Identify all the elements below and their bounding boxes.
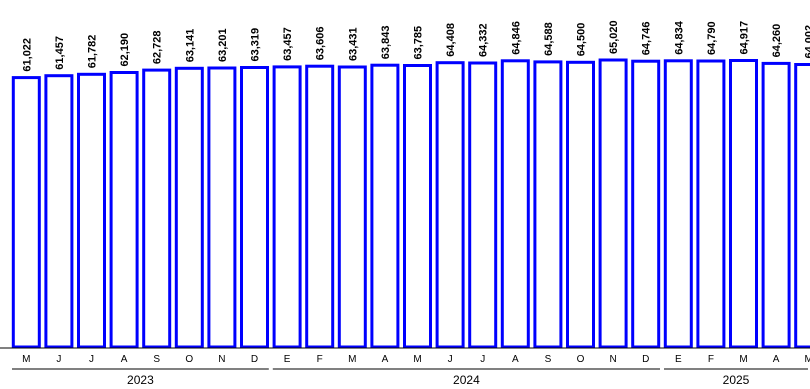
bar	[109, 71, 139, 349]
bar	[11, 76, 41, 349]
x-tick-label: M	[22, 354, 30, 365]
year-label: 2023	[127, 373, 154, 387]
x-tick-label: E	[675, 354, 682, 365]
bar	[533, 60, 563, 349]
data-label: 63,457	[282, 27, 294, 61]
bar	[44, 74, 74, 349]
data-label: 64,588	[543, 22, 555, 56]
x-tick-label: O	[577, 354, 585, 365]
x-tick-label: J	[56, 354, 61, 365]
x-tick-label: N	[218, 354, 225, 365]
data-label: 61,457	[54, 36, 66, 70]
bar	[761, 61, 791, 349]
data-label: 64,260	[771, 24, 783, 58]
data-label: 63,785	[413, 26, 425, 60]
x-tick-label: M	[348, 354, 356, 365]
data-label: 63,141	[184, 29, 196, 63]
x-tick-label: M	[805, 354, 810, 365]
data-label: 64,408	[445, 23, 457, 57]
x-tick-label: D	[251, 354, 258, 365]
x-tick-label: A	[121, 354, 128, 365]
data-label: 63,843	[380, 26, 392, 60]
bars-layer	[11, 58, 810, 349]
bar	[631, 59, 661, 349]
bar	[77, 72, 106, 349]
x-tick-label: E	[284, 354, 291, 365]
bar	[272, 65, 302, 349]
data-label: 62,728	[152, 30, 164, 64]
data-label: 64,846	[510, 21, 522, 55]
x-tick-label: D	[642, 354, 649, 365]
x-tick-label: J	[89, 354, 94, 365]
x-tick-label: A	[512, 354, 519, 365]
x-tick-label: M	[739, 354, 747, 365]
year-label: 2025	[723, 373, 750, 387]
bar	[794, 63, 810, 349]
year-label: 2024	[453, 373, 480, 387]
bar	[663, 59, 693, 349]
data-label: 64,332	[478, 23, 490, 57]
x-tick-label: J	[448, 354, 453, 365]
bar	[566, 60, 595, 349]
data-label: 61,022	[21, 38, 33, 72]
x-tick-label: O	[185, 354, 193, 365]
x-tick-label: F	[708, 354, 714, 365]
bar	[729, 59, 758, 349]
bar	[696, 59, 726, 349]
bar	[142, 68, 172, 349]
x-tick-label: S	[153, 354, 160, 365]
bar	[240, 66, 269, 349]
x-tick-label: J	[480, 354, 485, 365]
x-tick-label: M	[413, 354, 421, 365]
data-label: 64,790	[706, 21, 718, 55]
bar	[598, 58, 628, 349]
bar	[305, 64, 335, 349]
bar	[435, 61, 465, 349]
bar	[468, 61, 498, 349]
data-label: 65,020	[608, 20, 620, 54]
data-label: 64,834	[673, 20, 685, 55]
value-labels-layer: 61,022 61,457 61,782 62,190 62,728 63,141 63,2…	[21, 20, 810, 71]
data-label: 63,319	[250, 28, 262, 62]
data-label: 63,201	[217, 28, 229, 62]
bar	[337, 65, 367, 349]
x-tick-label: N	[609, 354, 616, 365]
bar	[500, 59, 530, 349]
data-label: 64,746	[641, 22, 653, 56]
data-label: 64,002	[804, 25, 810, 59]
data-label: 62,190	[119, 33, 131, 67]
x-tick-label: F	[317, 354, 323, 365]
bar	[370, 63, 400, 349]
data-label: 63,431	[347, 27, 359, 61]
data-label: 64,500	[576, 23, 588, 57]
x-tick-label: A	[773, 354, 780, 365]
x-tick-label: S	[545, 354, 552, 365]
bar	[207, 66, 237, 349]
bar	[403, 64, 432, 349]
bar	[174, 66, 204, 349]
data-label: 63,606	[315, 27, 327, 61]
year-labels-layer: 2023 2024 2025	[12, 368, 808, 387]
data-label: 64,917	[739, 21, 751, 55]
x-tick-label: A	[382, 354, 389, 365]
data-label: 61,782	[87, 35, 99, 69]
